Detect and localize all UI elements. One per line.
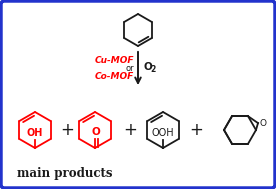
Text: or: or — [125, 64, 134, 73]
Text: 2: 2 — [150, 65, 155, 74]
Text: main products: main products — [17, 167, 113, 180]
Text: +: + — [189, 121, 203, 139]
Text: OOH: OOH — [152, 128, 174, 138]
Text: +: + — [123, 121, 137, 139]
Text: Cu-MOF: Cu-MOF — [94, 56, 134, 65]
Text: O: O — [260, 119, 267, 128]
Text: Co-MOF: Co-MOF — [95, 72, 134, 81]
Text: O: O — [92, 127, 100, 137]
Text: +: + — [60, 121, 74, 139]
Text: O: O — [143, 61, 152, 71]
Text: OH: OH — [27, 128, 43, 138]
